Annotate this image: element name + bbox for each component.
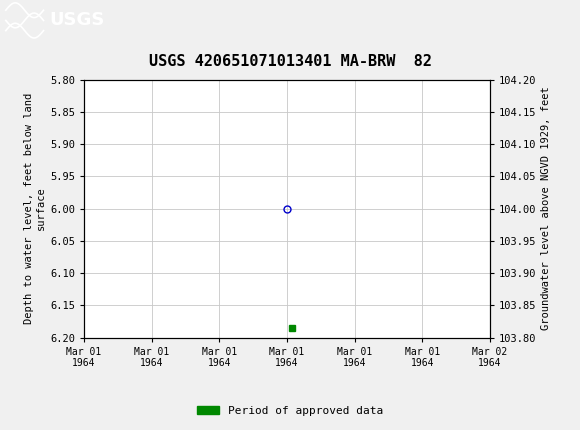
Y-axis label: Depth to water level, feet below land
surface: Depth to water level, feet below land su…	[24, 93, 46, 324]
Text: USGS: USGS	[49, 12, 104, 29]
Text: USGS 420651071013401 MA-BRW  82: USGS 420651071013401 MA-BRW 82	[148, 54, 432, 69]
Legend: Period of approved data: Period of approved data	[193, 401, 387, 420]
Y-axis label: Groundwater level above NGVD 1929, feet: Groundwater level above NGVD 1929, feet	[541, 87, 551, 330]
